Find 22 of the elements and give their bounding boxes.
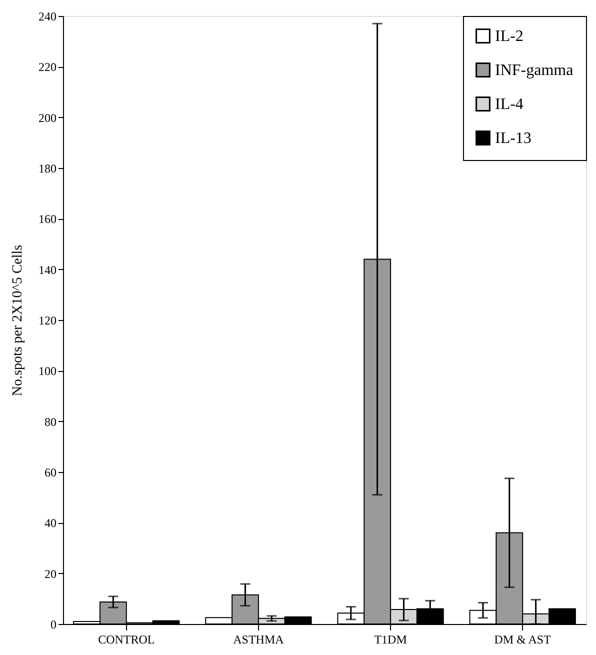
y-tick-label: 200: [38, 110, 56, 125]
y-tick-label: 120: [38, 314, 56, 328]
y-tick-label: 40: [44, 516, 56, 530]
y-axis-title: No.spots per 2X10^5 Cells: [10, 244, 26, 396]
y-tick-label: 160: [38, 212, 56, 226]
legend-label: IL-4: [495, 96, 524, 113]
legend-label: IL-2: [495, 28, 524, 45]
legend-label: INF-gamma: [495, 62, 574, 79]
legend-label: IL-13: [495, 130, 532, 147]
y-tick-label: 0: [50, 618, 56, 632]
y-tick-label: 240: [38, 10, 56, 24]
x-tick-label: T1DM: [374, 632, 408, 646]
y-tick-label: 220: [38, 60, 56, 74]
x-tick-label: DM & AST: [494, 632, 552, 646]
y-tick-label: 60: [44, 466, 56, 480]
y-tick-label: 20: [44, 566, 56, 581]
y-tick-label: 180: [38, 162, 56, 176]
y-tick-label: 80: [44, 414, 56, 429]
x-tick-label: ASTHMA: [233, 632, 284, 646]
y-tick-label: 100: [38, 364, 56, 378]
y-tick-label: 140: [38, 262, 56, 277]
x-tick-label: CONTROL: [98, 632, 155, 646]
